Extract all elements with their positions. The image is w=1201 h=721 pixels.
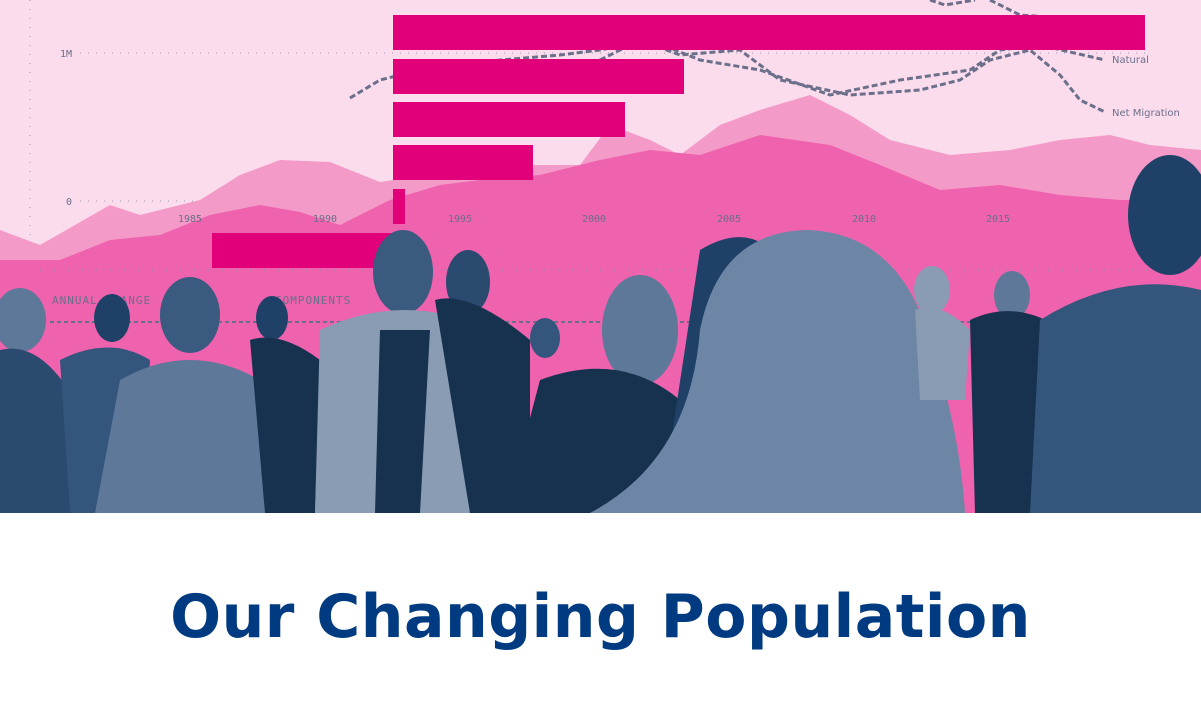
line-label-net-migration: Net Migration [1112, 108, 1180, 119]
title-section: Our Changing Population [0, 513, 1201, 721]
x-tick-label: 1985 [178, 214, 202, 225]
net-migration-line [599, 38, 1106, 114]
decorative-chart-collage: 1M 0 1985 1990 1995 2000 2005 2010 2015 … [0, 0, 1201, 513]
bar [393, 59, 684, 94]
bar [393, 102, 625, 137]
page-title: Our Changing Population [170, 582, 1031, 652]
bar [212, 233, 393, 268]
y-tick-label: 1M [60, 49, 72, 60]
bar [393, 145, 533, 180]
bar [393, 189, 405, 224]
line-top [929, 0, 1061, 20]
line-label-natural: Natural [1112, 55, 1149, 66]
crowd-photo [0, 155, 1201, 513]
x-tick-label: 2015 [986, 214, 1010, 225]
x-tick-label: 2000 [582, 214, 606, 225]
x-tick-label: 1990 [313, 214, 337, 225]
caption: COMPONENTS [275, 294, 351, 307]
y-tick-label: 0 [66, 197, 72, 208]
hero-banner: 1M 0 1985 1990 1995 2000 2005 2010 2015 … [0, 0, 1201, 513]
bar [393, 15, 1145, 50]
x-tick-label: 1995 [448, 214, 472, 225]
x-tick-label: 2005 [717, 214, 741, 225]
x-tick-label: 2010 [852, 214, 876, 225]
